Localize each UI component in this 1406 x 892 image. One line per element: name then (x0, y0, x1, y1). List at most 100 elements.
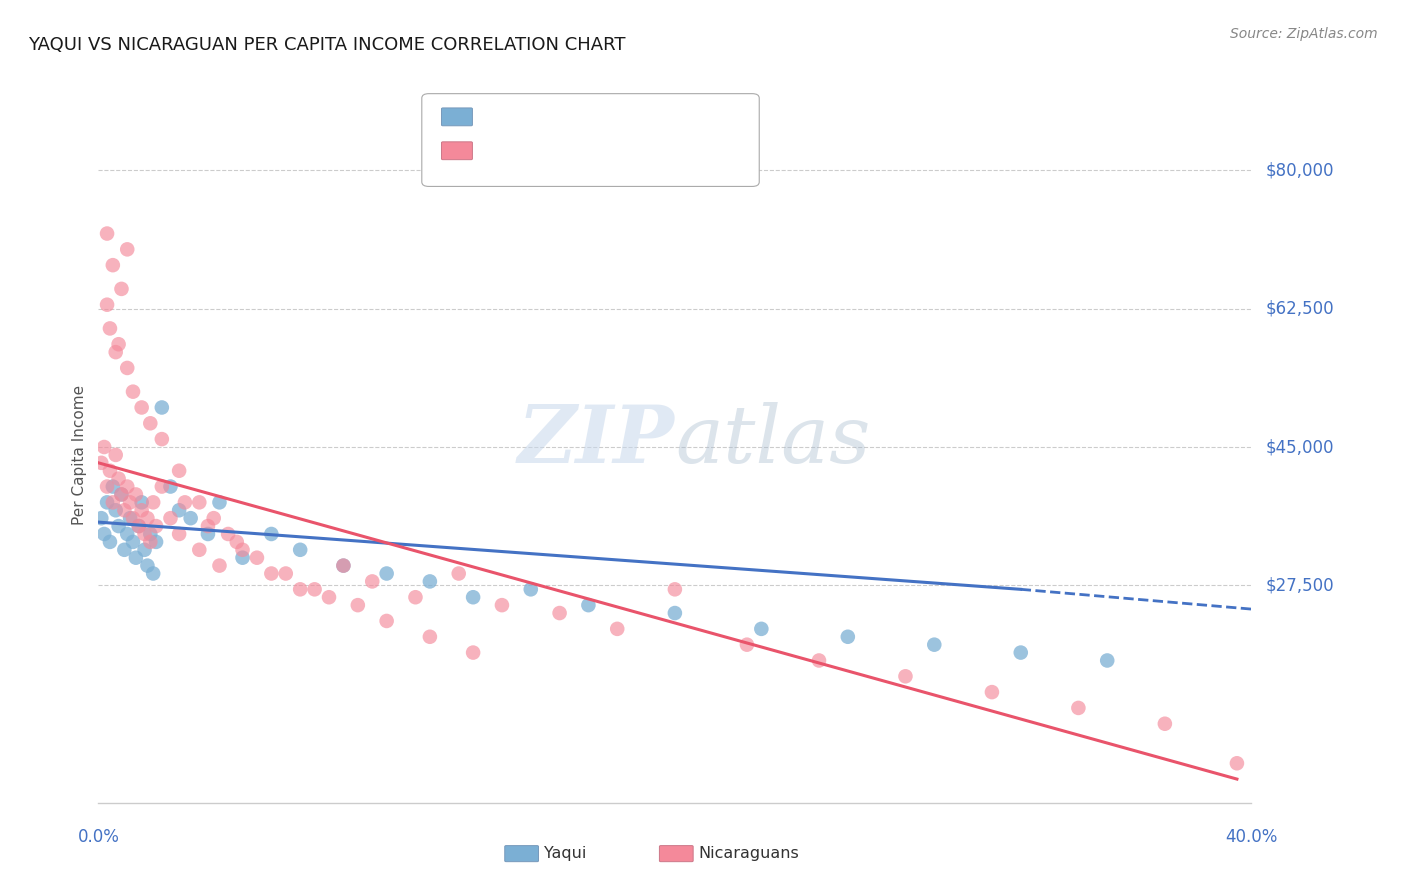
Point (117, 361, 139, 376)
Point (159, 511, 181, 525)
Point (894, 669, 917, 683)
Text: 71: 71 (645, 148, 665, 163)
Point (197, 519, 219, 533)
Text: R =: R = (479, 114, 515, 129)
Point (231, 550, 254, 565)
Point (145, 534, 167, 549)
Point (101, 495, 124, 509)
Point (231, 542, 254, 557)
Text: YAQUI VS NICARAGUAN PER CAPITA INCOME CORRELATION CHART: YAQUI VS NICARAGUAN PER CAPITA INCOME CO… (28, 36, 626, 54)
Point (520, 582, 543, 597)
Point (139, 527, 162, 541)
Point (150, 401, 173, 415)
Point (125, 550, 148, 565)
Point (117, 527, 139, 541)
Point (145, 519, 167, 533)
Point (346, 598, 368, 612)
Point (217, 527, 239, 541)
Point (107, 337, 129, 351)
Point (122, 511, 145, 525)
Point (93, 440, 115, 454)
Point (134, 542, 156, 557)
Point (93, 527, 115, 541)
Point (405, 591, 427, 605)
Text: -0.484: -0.484 (519, 148, 571, 163)
Point (197, 527, 219, 541)
Point (139, 417, 162, 431)
Point (122, 384, 145, 399)
Text: ZIP: ZIP (517, 402, 675, 480)
Point (260, 566, 283, 581)
Text: 40.0%: 40.0% (1225, 828, 1278, 846)
Point (96, 227, 118, 241)
Point (150, 479, 173, 493)
Text: $45,000: $45,000 (1265, 438, 1334, 456)
Text: $27,500: $27,500 (1265, 576, 1334, 594)
Point (167, 464, 190, 478)
Point (260, 527, 283, 541)
Point (120, 511, 142, 525)
Point (361, 574, 384, 589)
Point (167, 527, 190, 541)
Point (107, 519, 129, 533)
Point (131, 401, 153, 415)
Point (332, 558, 354, 573)
Point (96, 298, 118, 312)
Point (461, 646, 484, 660)
Point (90, 511, 112, 525)
Point (246, 550, 269, 565)
Point (578, 598, 600, 612)
Point (332, 558, 354, 573)
Y-axis label: Per Capita Income: Per Capita Income (72, 384, 87, 525)
Point (98, 534, 121, 549)
Point (1226, 756, 1249, 771)
Point (606, 622, 628, 636)
Point (1097, 653, 1119, 667)
Point (167, 503, 190, 517)
Point (131, 495, 153, 509)
Point (290, 582, 312, 597)
Point (101, 479, 124, 493)
Point (142, 495, 165, 509)
Point (117, 243, 139, 257)
Point (150, 432, 173, 446)
Point (136, 558, 159, 573)
Point (159, 479, 181, 493)
Text: Yaqui: Yaqui (544, 847, 586, 861)
Point (208, 495, 231, 509)
Point (735, 638, 758, 652)
Point (104, 448, 127, 462)
Point (751, 622, 773, 636)
Point (128, 519, 150, 533)
Point (664, 606, 686, 620)
Point (110, 282, 132, 296)
Point (461, 591, 484, 605)
Point (1154, 716, 1177, 731)
Point (375, 614, 398, 628)
Point (112, 503, 135, 517)
Point (274, 566, 297, 581)
Text: $62,500: $62,500 (1265, 300, 1334, 318)
Point (128, 519, 150, 533)
Point (180, 511, 202, 525)
Point (104, 345, 127, 359)
Point (419, 630, 441, 644)
Text: $80,000: $80,000 (1265, 161, 1334, 179)
Point (134, 527, 156, 541)
Point (208, 558, 231, 573)
Point (96, 495, 118, 509)
Text: N =: N = (592, 114, 638, 129)
Text: 41: 41 (645, 114, 665, 129)
Point (808, 653, 831, 667)
Point (139, 534, 162, 549)
Point (96, 479, 118, 493)
Point (981, 685, 1004, 699)
Text: N =: N = (592, 148, 638, 163)
Point (98, 321, 121, 335)
Point (225, 534, 247, 549)
Point (664, 582, 686, 597)
Text: Source: ZipAtlas.com: Source: ZipAtlas.com (1230, 27, 1378, 41)
Point (1067, 701, 1090, 715)
Point (131, 503, 153, 517)
Point (548, 606, 571, 620)
